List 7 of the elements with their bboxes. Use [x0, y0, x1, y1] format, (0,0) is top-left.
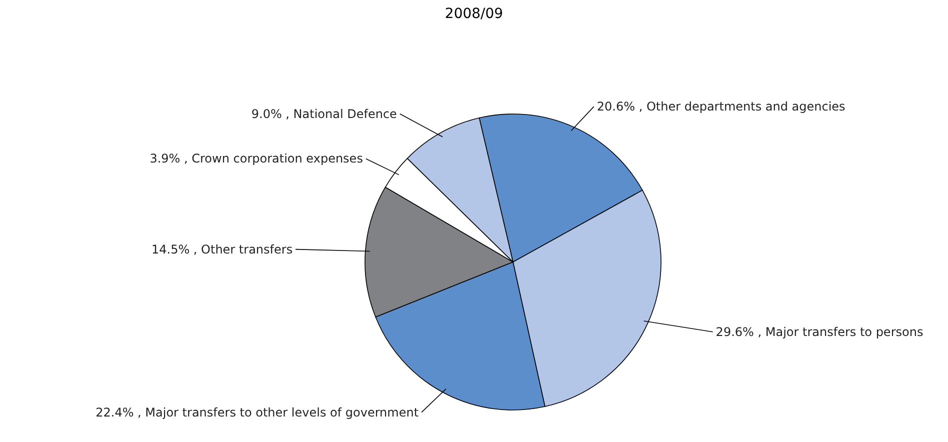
slice-label: 9.0% , National Defence — [251, 106, 397, 121]
slice-label: 29.6% , Major transfers to persons — [716, 324, 924, 339]
chart-subtitle: 2008/09 — [444, 6, 504, 22]
slice-label: 3.9% , Crown corporation expenses — [150, 152, 363, 166]
slice-label: 20.6% , Other departments and agencies — [596, 100, 846, 114]
slice-label: 14.5% , Other transfers — [151, 242, 293, 256]
slice-label: 22.4% , Major transfers to other levels of government — [96, 405, 419, 420]
